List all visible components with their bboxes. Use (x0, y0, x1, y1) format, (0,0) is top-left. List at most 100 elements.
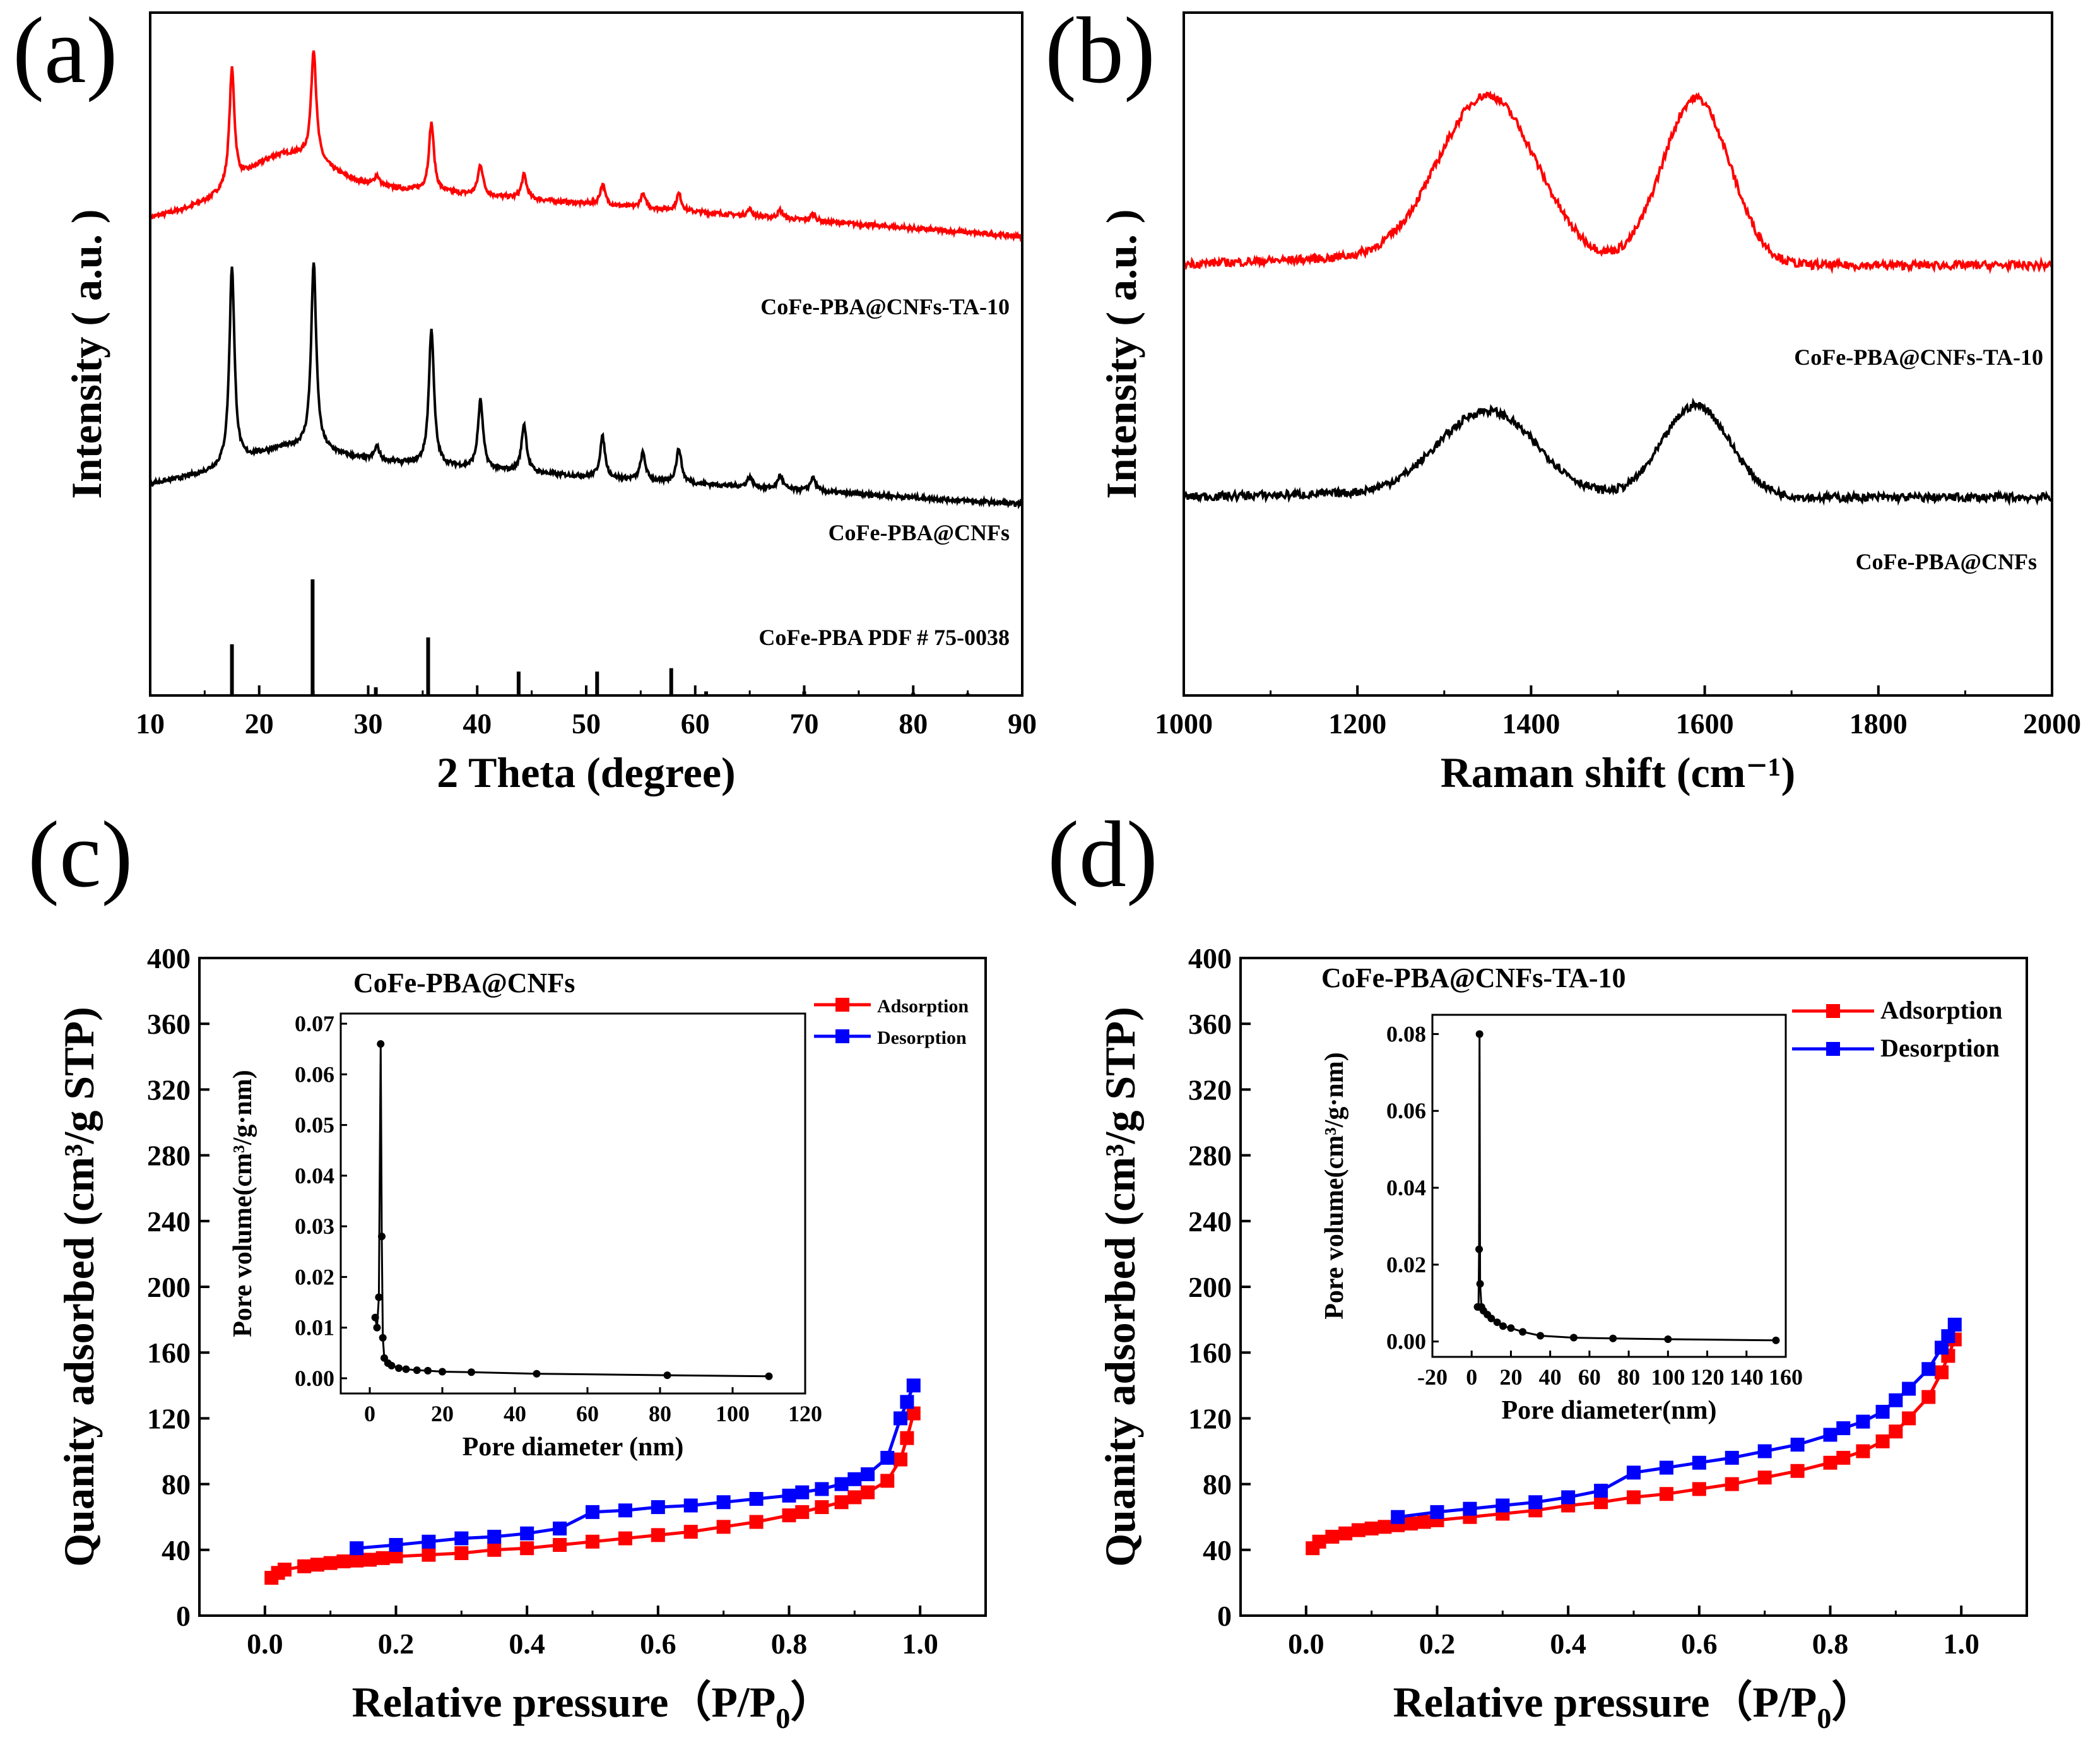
y-axis-title: Quanity adsorbed (cm³/g STP) (1096, 1007, 1144, 1566)
pore-distribution-point (765, 1372, 773, 1380)
legend-marker (1826, 1042, 1840, 1056)
desorption-point (1430, 1505, 1444, 1519)
adsorption-point (310, 1558, 324, 1572)
inset-x-tick-label: 20 (431, 1401, 454, 1426)
panel-letter-c: (c) (28, 802, 133, 907)
series-label-ta10: CoFe-PBA@CNFs-TA-10 (1794, 345, 2043, 370)
inset: -20 0 20 40 60 80 100 120 140 160 0.00 0.02 0.04 0.06… (1320, 962, 1803, 1425)
adsorption-point (683, 1525, 698, 1539)
plot-frame (149, 11, 1023, 697)
pore-distribution-point (379, 1334, 387, 1342)
adsorption-point (454, 1546, 469, 1561)
adsorption-point (1902, 1411, 1916, 1426)
y-tick-label: 320 (1188, 1074, 1232, 1106)
inset-x-tick-label: 40 (1539, 1364, 1562, 1390)
desorption-point (847, 1472, 862, 1486)
y-tick-label: 80 (162, 1469, 191, 1501)
pore-distribution-point (371, 1313, 379, 1322)
y-tick-label: 320 (147, 1074, 191, 1106)
desorption-point (1875, 1404, 1890, 1419)
x-tick-label: 40 (463, 707, 492, 740)
adsorption-point (880, 1474, 895, 1488)
pore-distribution-point (1609, 1334, 1617, 1342)
x-axis-title-end: ） (790, 1678, 833, 1726)
panel-d: 0.0 0.2 0.4 0.6 0.8 1.00408012016020024028032… (1047, 802, 2028, 1734)
inset-title: CoFe-PBA@CNFs-TA-10 (1321, 962, 1625, 993)
adsorption-point (1692, 1482, 1706, 1496)
legend-label-desorption: Desorption (1880, 1034, 2000, 1062)
inset-y-tick-label: 0.04 (1386, 1175, 1426, 1200)
x-tick-label: 0.8 (771, 1628, 808, 1660)
y-tick-label: 240 (147, 1205, 191, 1238)
adsorption-point (1351, 1523, 1366, 1537)
xrd-series-line (149, 50, 1023, 242)
x-tick-label: 1800 (1849, 707, 1908, 740)
pore-distribution-point (1499, 1322, 1507, 1330)
pore-distribution-point (1664, 1335, 1672, 1343)
desorption-point (1889, 1393, 1903, 1407)
y-tick-label: 40 (162, 1534, 191, 1566)
desorption-point (651, 1500, 665, 1515)
desorption-point (553, 1521, 567, 1535)
desorption-point (1941, 1329, 1955, 1344)
pore-distribution-point (1519, 1328, 1527, 1336)
x-axis-title-sub: 0 (776, 1702, 790, 1734)
inset-x-tick-label: 60 (576, 1401, 599, 1426)
adsorption-point (1875, 1434, 1890, 1448)
adsorption-point (1790, 1464, 1805, 1478)
inset-frame (339, 1012, 806, 1395)
x-tick-label: 0.2 (1419, 1628, 1456, 1660)
adsorption-point (815, 1500, 829, 1515)
x-tick-label: 10 (136, 707, 165, 740)
series-label-cnfs: CoFe-PBA@CNFs (1856, 549, 2037, 574)
y-axis-title: Quanity adsorbed (cm³/g STP) (55, 1007, 103, 1566)
adsorption-point (894, 1452, 908, 1467)
adsorption-point (350, 1553, 364, 1568)
panel-b: 1000 1200 1400 1600 1800 2000 Raman shift (cm⁻… (1045, 0, 2081, 796)
desorption-point (906, 1378, 921, 1393)
adsorption-point (1325, 1529, 1340, 1544)
x-tick-label: 0.0 (1288, 1628, 1324, 1660)
inset-y-tick-label: 0.08 (1386, 1021, 1426, 1046)
desorption-point (1561, 1490, 1576, 1505)
raman-series-line (1183, 397, 2053, 506)
pore-distribution-point (373, 1323, 381, 1332)
inset-x-tick-label: 0 (1466, 1364, 1477, 1390)
inset-y-tick-label: 0.00 (295, 1366, 334, 1391)
inset-y-tick-label: 0.03 (295, 1214, 334, 1239)
y-tick-label: 200 (147, 1271, 191, 1303)
adsorption-point (1921, 1390, 1936, 1404)
desorption-point (1391, 1510, 1405, 1524)
y-tick-label: 400 (1188, 942, 1232, 974)
series-label-cnfs: CoFe-PBA@CNFs (829, 520, 1010, 545)
y-tick-label: 400 (147, 942, 191, 974)
desorption-point (1935, 1340, 1949, 1355)
desorption-point (815, 1482, 829, 1496)
x-axis-title: Relative pressure（P/P0） (1393, 1678, 1875, 1734)
adsorption-point (422, 1547, 436, 1562)
x-tick-label: 1200 (1328, 707, 1386, 740)
y-tick-label: 40 (1203, 1534, 1232, 1566)
inset-y-tick-label: 0.01 (295, 1315, 334, 1340)
desorption-point (1790, 1438, 1805, 1452)
x-axis-title-main: Relative pressure（P/P (352, 1678, 776, 1726)
x-tick-label: 50 (572, 707, 601, 740)
inset-x-tick-label: 140 (1730, 1364, 1764, 1390)
pore-distribution-point (375, 1293, 383, 1301)
adsorption-point (553, 1537, 567, 1552)
inset-frame (1431, 1014, 1787, 1358)
inset-y-axis-title: Pore volume(cm³/g·nm) (1320, 1052, 1349, 1320)
inset-x-tick-label: -20 (1417, 1364, 1448, 1390)
adsorption-point (847, 1490, 862, 1505)
x-tick-label: 1.0 (1943, 1628, 1979, 1660)
adsorption-point (1312, 1534, 1326, 1549)
x-tick-label: 0.0 (247, 1628, 283, 1660)
legend-marker (835, 998, 849, 1012)
inset-y-tick-label: 0.06 (1386, 1098, 1426, 1123)
inset-x-tick-label: 120 (1690, 1364, 1725, 1390)
desorption-point (1659, 1460, 1673, 1475)
desorption-point (1856, 1414, 1870, 1429)
pore-distribution-point (1487, 1315, 1495, 1323)
desorption-point (1692, 1455, 1706, 1470)
